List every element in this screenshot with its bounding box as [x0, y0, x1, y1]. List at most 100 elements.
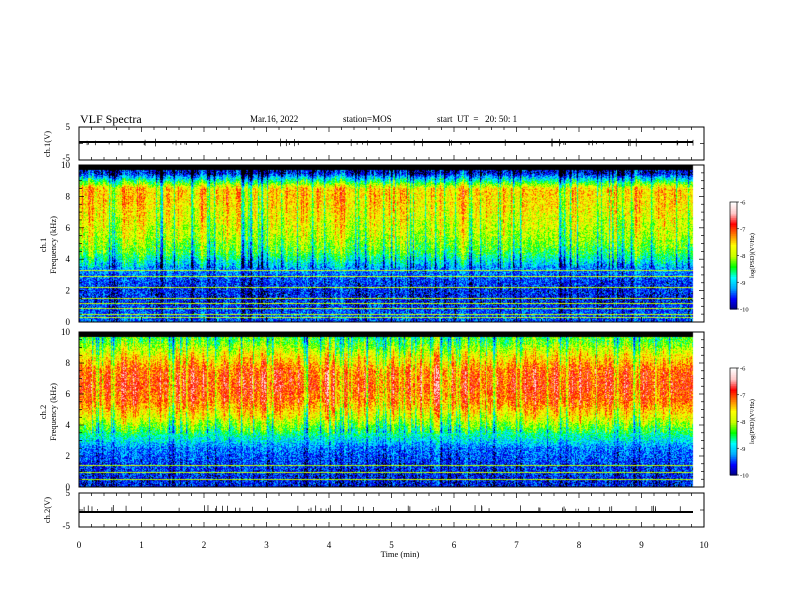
time-tick-label: 1	[139, 540, 144, 550]
colorbar-tick-label: -7	[740, 226, 746, 233]
colorbar-swatch	[730, 382, 737, 385]
frequency-tick-label: 4	[66, 420, 71, 430]
colorbar-swatch	[730, 416, 737, 419]
colorbar-swatch	[730, 210, 737, 214]
colorbar-swatch	[730, 301, 737, 305]
colorbar-swatch	[730, 403, 737, 407]
colorbar-swatch	[730, 387, 737, 390]
colorbar-swatch	[730, 398, 737, 401]
colorbar-swatch	[730, 232, 737, 235]
time-tick-label: 4	[327, 540, 332, 550]
colorbar-swatch	[730, 460, 737, 464]
colorbar-swatch	[730, 248, 737, 251]
figure-title: VLF Spectra	[80, 112, 142, 126]
frequency-tick-label: 6	[66, 223, 71, 233]
colorbar-swatch	[730, 282, 737, 285]
colorbar-swatch	[730, 273, 737, 276]
colorbar-swatch	[730, 471, 737, 474]
colorbar-tick-label: -9	[740, 280, 745, 287]
colorbar-swatch	[730, 214, 737, 217]
colorbar-swatch	[730, 378, 737, 382]
ch2-waveform-frame	[78, 492, 705, 528]
colorbar-swatch	[730, 469, 737, 473]
colorbar-swatch	[730, 296, 737, 299]
colorbar-swatch	[730, 264, 737, 267]
colorbar-swatch	[730, 246, 737, 249]
colorbar-swatch	[730, 423, 737, 426]
colorbar-swatch	[730, 226, 737, 230]
colorbar-swatch	[730, 228, 737, 232]
ch1-waveform-panel: 5 -5 ch.1(V)	[42, 122, 705, 163]
time-tick-label: 9	[639, 540, 644, 550]
colorbar-swatch	[730, 267, 737, 271]
colorbar-swatch	[730, 230, 737, 233]
ch2-channel-label: ch.2	[38, 405, 48, 419]
ch2-v-tick-bottom: -5	[63, 521, 71, 531]
colorbar-swatch	[730, 394, 737, 398]
frequency-tick-label: 2	[66, 451, 71, 461]
colorbar-swatch	[730, 451, 737, 455]
time-tick-label: 5	[389, 540, 394, 550]
colorbar-swatch	[730, 441, 737, 444]
colorbar-tick-label: -6	[740, 200, 746, 207]
colorbar-swatch	[730, 280, 737, 283]
time-tick-label: 3	[264, 540, 269, 550]
colorbar-swatch	[730, 203, 737, 207]
colorbar-swatch	[730, 458, 737, 462]
ch1-colorbar: -6 -7 -8 -9 -10 log(PSD)(V²/Hz)	[729, 200, 756, 314]
colorbar-swatch	[730, 409, 737, 412]
frequency-tick-label: 6	[66, 389, 71, 399]
colorbar-swatch	[730, 450, 737, 453]
colorbar-swatch	[730, 405, 737, 408]
colorbar-swatch	[730, 303, 737, 307]
colorbar-swatch	[730, 271, 737, 274]
ch1-channel-label: ch.1	[38, 238, 48, 252]
time-tick-label: 0	[77, 540, 82, 550]
ch2-frequency-ticks: 0 2 4 6 8 10	[61, 327, 704, 492]
colorbar-tick-label: -8	[740, 419, 745, 426]
colorbar-swatch	[730, 243, 737, 246]
colorbar-swatch	[730, 417, 737, 421]
ch2-spectrogram-image-wrap	[79, 332, 704, 487]
colorbar-swatch	[730, 430, 737, 433]
ch1-spectrogram-image	[79, 165, 704, 322]
colorbar-swatch	[730, 432, 737, 435]
colorbar-swatch	[730, 225, 737, 228]
header-start-time: start UT = 20: 50: 1	[437, 114, 517, 124]
ch2-waveform-panel: 5 -5 ch.2(V)	[42, 488, 705, 531]
colorbar-swatch	[730, 262, 737, 266]
colorbar-tick-label: -9	[740, 446, 745, 453]
ch2-frequency-axis-label: Frequency (kHz)	[48, 383, 58, 441]
colorbar-swatch	[730, 244, 737, 248]
colorbar-swatch	[730, 218, 737, 221]
colorbar-swatch	[730, 216, 737, 219]
colorbar-swatch	[730, 269, 737, 273]
colorbar-swatch	[730, 234, 737, 237]
colorbar-swatch	[730, 237, 737, 241]
colorbar-tick-label: -8	[740, 253, 745, 260]
colorbar-swatch	[730, 435, 737, 439]
colorbar-swatch	[730, 300, 737, 303]
ch1-spectrogram-panel: 0 2 4 6 8 10 ch.1 Frequency (kHz) -6 -7 -8 -9 -10…	[38, 160, 756, 327]
colorbar-swatch	[730, 426, 737, 430]
colorbar-swatch	[730, 373, 737, 376]
colorbar-swatch	[730, 284, 737, 287]
ch1-v-axis-label: ch.1(V)	[42, 131, 52, 157]
ch1-frequency-ticks: 0 2 4 6 8 10	[61, 160, 704, 327]
colorbar-swatch	[730, 407, 737, 410]
ch1-waveform-frame	[78, 126, 705, 161]
ch1-frequency-axis-label: Frequency (kHz)	[48, 216, 58, 274]
colorbar-swatch	[730, 419, 737, 423]
frequency-tick-label: 4	[66, 254, 71, 264]
colorbar-swatch	[730, 253, 737, 257]
colorbar-swatch	[730, 260, 737, 264]
colorbar-swatch	[730, 219, 737, 223]
colorbar-swatch	[730, 239, 737, 242]
colorbar-swatch	[730, 305, 737, 308]
colorbar-swatch	[730, 414, 737, 417]
colorbar-swatch	[730, 464, 737, 467]
colorbar-swatch	[730, 250, 737, 253]
colorbar-swatch	[730, 223, 737, 226]
frequency-tick-label: 8	[66, 191, 71, 201]
